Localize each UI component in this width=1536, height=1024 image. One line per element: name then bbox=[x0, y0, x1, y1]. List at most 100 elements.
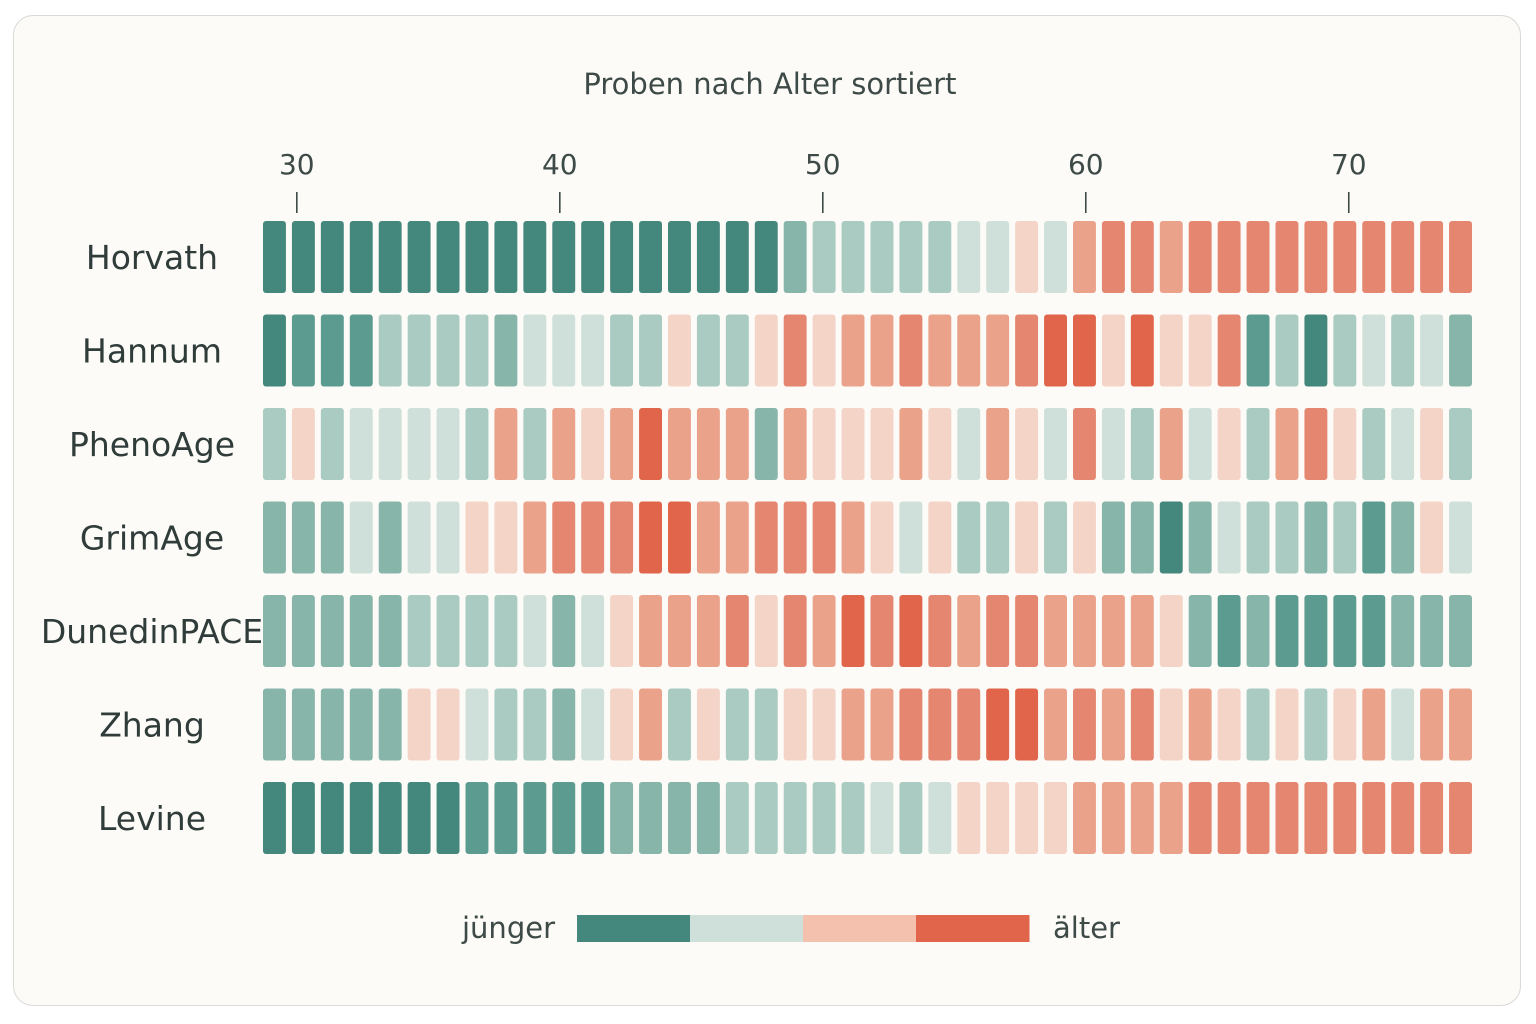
heatmap-cell bbox=[523, 782, 547, 854]
heatmap-cell bbox=[1188, 408, 1212, 480]
heatmap-cell bbox=[812, 782, 836, 854]
heatmap-cell bbox=[899, 501, 923, 574]
heatmap-cell bbox=[552, 408, 576, 480]
heatmap-cell bbox=[1130, 314, 1154, 387]
heatmap-cell bbox=[349, 408, 373, 480]
heatmap-cell bbox=[407, 501, 431, 574]
heatmap-cell bbox=[494, 408, 518, 480]
heatmap-cell bbox=[320, 221, 344, 293]
heatmap-cell bbox=[1449, 314, 1472, 387]
heatmap-cell bbox=[407, 595, 431, 667]
heatmap-cell bbox=[291, 782, 315, 854]
row-label: DunedinPACE bbox=[41, 612, 263, 651]
heatmap-cell bbox=[1449, 595, 1472, 667]
heatmap-cell bbox=[1044, 782, 1067, 854]
heatmap-cell bbox=[581, 688, 605, 761]
heatmap-cell bbox=[610, 688, 634, 761]
heatmap-cell bbox=[1246, 501, 1270, 574]
heatmap-cell bbox=[1073, 221, 1096, 293]
heatmap-cell bbox=[1391, 221, 1415, 293]
row-label: PhenoAge bbox=[69, 425, 235, 464]
heatmap-cell bbox=[812, 314, 836, 387]
heatmap-cell bbox=[668, 221, 691, 293]
heatmap-cell bbox=[1130, 221, 1154, 293]
heatmap-cell bbox=[696, 595, 720, 667]
heatmap-cell bbox=[754, 314, 778, 387]
heatmap-cell bbox=[263, 782, 286, 854]
heatmap-cell bbox=[291, 408, 315, 480]
heatmap-cell bbox=[1130, 408, 1154, 480]
heatmap-cell bbox=[783, 501, 807, 574]
heatmap-cell bbox=[812, 688, 836, 761]
heatmap-cell bbox=[552, 501, 576, 574]
heatmap-cell bbox=[1391, 595, 1415, 667]
heatmap-cell bbox=[1015, 688, 1039, 761]
heatmap-cell bbox=[841, 782, 865, 854]
heatmap-cell bbox=[870, 221, 894, 293]
heatmap-cell bbox=[812, 595, 836, 667]
heatmap-cell bbox=[552, 688, 576, 761]
heatmap-cell bbox=[523, 595, 547, 667]
heatmap-cell bbox=[1015, 501, 1039, 574]
heatmap-cell bbox=[783, 688, 807, 761]
legend-swatch bbox=[577, 915, 691, 942]
heatmap-cell bbox=[725, 688, 749, 761]
heatmap-cell bbox=[1333, 501, 1357, 574]
heatmap-cell bbox=[1015, 782, 1039, 854]
heatmap-cell bbox=[581, 408, 605, 480]
heatmap-cell bbox=[812, 408, 836, 480]
heatmap-cell bbox=[1420, 221, 1444, 293]
heatmap-cell bbox=[1420, 782, 1444, 854]
heatmap-cell bbox=[725, 221, 749, 293]
heatmap-cell bbox=[841, 595, 865, 667]
x-tick-label: 70 bbox=[1331, 148, 1367, 181]
heatmap-cell bbox=[696, 782, 720, 854]
legend-high-label: älter bbox=[1053, 911, 1120, 945]
heatmap-cell bbox=[812, 221, 836, 293]
heatmap-cell bbox=[1101, 221, 1125, 293]
heatmap-cell bbox=[263, 595, 286, 667]
heatmap-cell bbox=[349, 688, 373, 761]
heatmap-cell bbox=[1304, 782, 1328, 854]
heatmap-cell bbox=[378, 501, 402, 574]
heatmap-cell bbox=[320, 501, 344, 574]
heatmap-cell bbox=[1073, 408, 1096, 480]
heatmap-cell bbox=[696, 688, 720, 761]
heatmap-cell bbox=[986, 221, 1010, 293]
heatmap-cell bbox=[436, 408, 460, 480]
heatmap-cell bbox=[1304, 221, 1328, 293]
heatmap-cell bbox=[783, 314, 807, 387]
heatmap-cell bbox=[1188, 595, 1212, 667]
heatmap-cell bbox=[1362, 688, 1386, 761]
heatmap-cell bbox=[436, 782, 460, 854]
heatmap-cell bbox=[725, 501, 749, 574]
heatmap-cell bbox=[1101, 501, 1125, 574]
heatmap-cell bbox=[1275, 408, 1299, 480]
heatmap-cell bbox=[1015, 314, 1039, 387]
row-labels: Horvath Hannum PhenoAge GrimAge DunedinPACE Z… bbox=[41, 238, 263, 838]
heatmap-cell bbox=[725, 408, 749, 480]
heatmap-cell bbox=[1246, 408, 1270, 480]
heatmap-cell bbox=[552, 314, 576, 387]
heatmap-cell bbox=[668, 782, 691, 854]
heatmap-cell bbox=[1362, 314, 1386, 387]
heatmap-cell bbox=[725, 595, 749, 667]
heatmap-cell bbox=[610, 782, 634, 854]
heatmap-cell bbox=[783, 782, 807, 854]
heatmap-cell bbox=[465, 408, 489, 480]
heatmap-cell bbox=[986, 782, 1010, 854]
heatmap-cell bbox=[1188, 314, 1212, 387]
heatmap-cell bbox=[668, 501, 691, 574]
heatmap-cell bbox=[1130, 782, 1154, 854]
heatmap-cell bbox=[263, 688, 286, 761]
heatmap-cell bbox=[581, 782, 605, 854]
row-label: Horvath bbox=[86, 238, 218, 277]
heatmap-cell bbox=[407, 314, 431, 387]
heatmap-cell bbox=[1391, 782, 1415, 854]
heatmap-cell bbox=[1304, 501, 1328, 574]
heatmap-cell bbox=[320, 408, 344, 480]
heatmap-cell bbox=[1188, 221, 1212, 293]
heatmap-cell bbox=[1362, 595, 1386, 667]
heatmap-cell bbox=[1015, 595, 1039, 667]
heatmap-cell bbox=[1362, 221, 1386, 293]
